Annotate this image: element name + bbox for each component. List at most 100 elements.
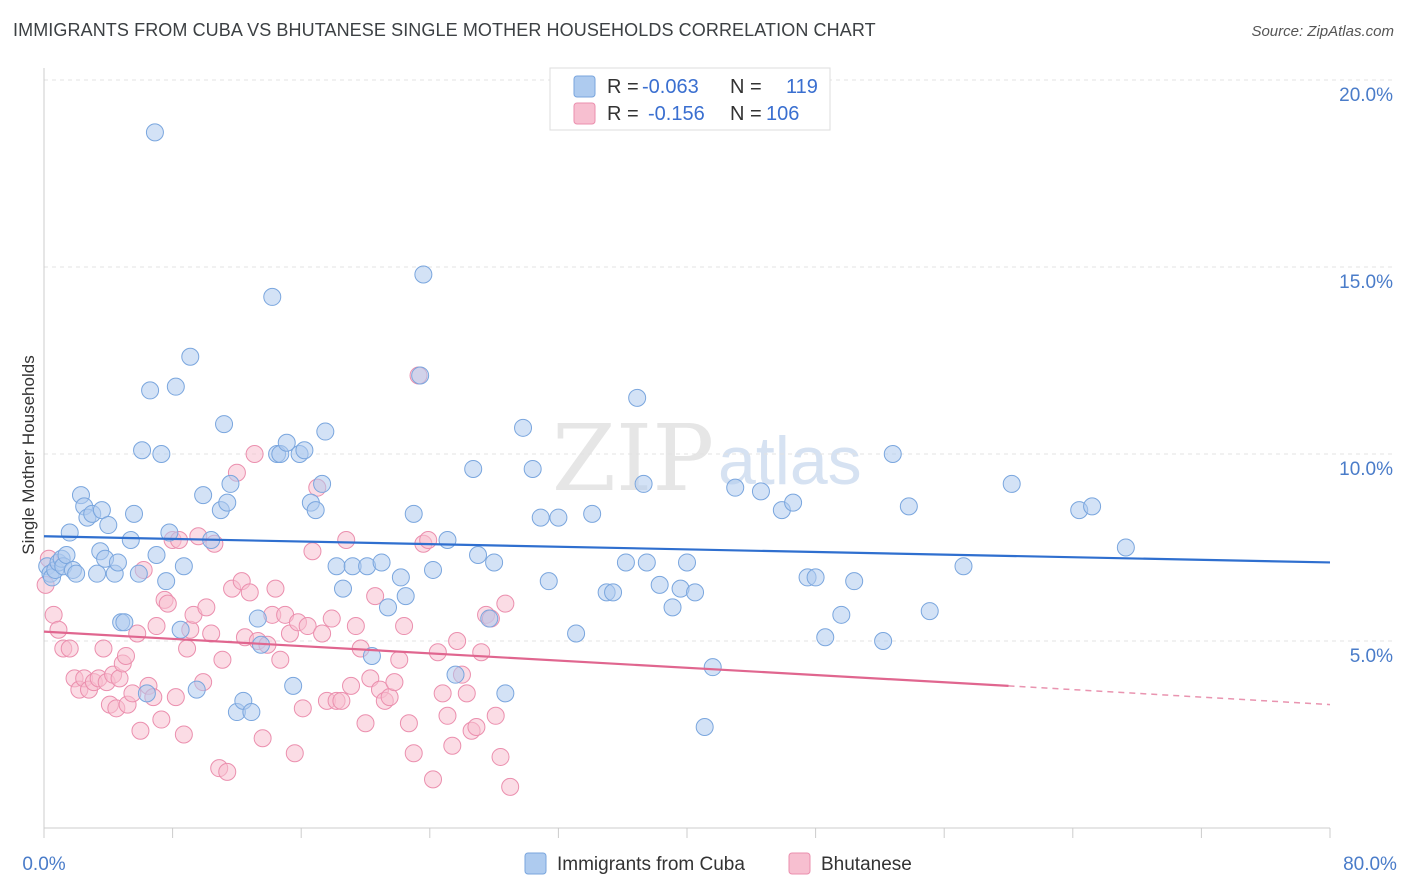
cuba-point xyxy=(277,433,296,452)
bhutanese-point xyxy=(346,617,365,636)
cuba-point xyxy=(634,474,653,493)
cuba-point xyxy=(604,583,623,602)
bhutanese-point xyxy=(496,594,515,613)
bhutanese-point xyxy=(332,691,351,710)
bhutanese-point xyxy=(385,673,404,692)
cuba-point xyxy=(88,564,107,583)
cuba-point xyxy=(899,497,918,516)
bhutanese-point xyxy=(147,617,166,636)
bottom-legend-swatch-cuba xyxy=(524,852,547,875)
bhutanese-point xyxy=(428,643,447,662)
cuba-point xyxy=(637,553,656,572)
bhutanese-point xyxy=(285,744,304,763)
bhutanese-point xyxy=(433,684,452,703)
cuba-point xyxy=(567,624,586,643)
cuba-point xyxy=(92,501,111,520)
watermark-zip: ZIP xyxy=(552,405,714,512)
source-label: Source: ZipAtlas.com xyxy=(1251,23,1394,40)
cuba-point xyxy=(248,609,267,628)
cuba-point xyxy=(137,684,156,703)
bhutanese-trend-line xyxy=(43,630,1009,687)
cuba-point xyxy=(414,265,433,284)
cuba-point xyxy=(129,564,148,583)
trend-lines xyxy=(43,535,1331,706)
cuba-point xyxy=(883,445,902,463)
cuba-point xyxy=(816,628,835,647)
legend-swatch-cuba xyxy=(573,75,596,98)
bhutanese-point xyxy=(60,639,79,658)
cuba-trend-line xyxy=(43,535,1331,564)
cuba-point xyxy=(920,602,939,621)
cuba-point xyxy=(372,553,391,572)
bhutanese-point xyxy=(472,643,491,662)
cuba-point xyxy=(751,482,770,501)
cuba-point xyxy=(147,545,166,564)
bhutanese-point xyxy=(313,624,332,643)
cuba-point xyxy=(874,632,893,650)
cuba-point xyxy=(187,680,206,699)
y-axis-label: Single Mother Households xyxy=(19,355,38,554)
cuba-points xyxy=(38,123,1135,737)
cuba-point xyxy=(650,575,669,594)
bhutanese-point xyxy=(49,620,68,639)
bhutanese-point xyxy=(342,676,361,695)
cuba-point xyxy=(362,646,381,665)
bhutanese-point xyxy=(322,609,341,628)
bhutanese-point xyxy=(390,650,409,669)
bhutanese-point xyxy=(298,617,317,636)
legend-n-value-cuba: 119 xyxy=(786,76,818,98)
bhutanese-point xyxy=(240,583,259,602)
bhutanese-point xyxy=(131,721,150,740)
bhutanese-point xyxy=(404,744,423,763)
cuba-point xyxy=(686,583,705,602)
bhutanese-point xyxy=(197,598,216,617)
bhutanese-point xyxy=(448,632,467,650)
cuba-point xyxy=(218,493,237,512)
bhutanese-point xyxy=(213,650,232,669)
gridlines xyxy=(44,79,1392,642)
cuba-point xyxy=(174,557,193,576)
bhutanese-point xyxy=(395,617,414,636)
bhutanese-point xyxy=(293,699,312,718)
cuba-point xyxy=(695,718,714,737)
y-tick-labels: 5.0% 10.0% 15.0% 20.0% xyxy=(1339,85,1393,667)
cuba-point xyxy=(583,504,602,523)
bottom-legend-swatch-bhutan xyxy=(788,852,811,875)
cuba-point xyxy=(152,445,171,463)
legend-n-label-bhutan: N = xyxy=(730,103,762,125)
bhutanese-point xyxy=(178,639,197,658)
chart-title: IMMIGRANTS FROM CUBA VS BHUTANESE SINGLE… xyxy=(13,20,876,40)
bhutanese-point xyxy=(44,605,63,624)
series-legend: Immigrants from Cuba Bhutanese xyxy=(524,852,912,875)
bhutanese-point xyxy=(501,777,520,796)
cuba-point xyxy=(306,501,325,520)
legend-r-value-cuba: -0.063 xyxy=(642,76,699,98)
cuba-point xyxy=(514,418,533,437)
cuba-point xyxy=(832,605,851,624)
cuba-point xyxy=(539,572,558,591)
bhutanese-point xyxy=(443,736,462,755)
y-tick-label: 15.0% xyxy=(1339,272,1393,293)
bottom-legend-label-bhutan: Bhutanese xyxy=(821,854,912,875)
bhutanese-point xyxy=(399,714,418,733)
bhutanese-point xyxy=(253,729,272,748)
x-tick-label-max: 80.0% xyxy=(1343,854,1397,875)
cuba-point xyxy=(333,579,352,598)
bhutanese-point xyxy=(356,714,375,733)
legend-r-label-bhutan: R = xyxy=(607,103,639,125)
cuba-point xyxy=(295,441,314,460)
bhutanese-point xyxy=(158,594,177,613)
cuba-point xyxy=(438,531,457,550)
legend-n-label-cuba: N = xyxy=(730,76,762,98)
cuba-point xyxy=(464,459,483,478)
legend-swatch-bhutan xyxy=(573,102,596,125)
y-tick-label: 10.0% xyxy=(1339,459,1393,480)
cuba-point xyxy=(67,564,86,583)
y-tick-label: 20.0% xyxy=(1339,85,1393,106)
cuba-point xyxy=(496,684,515,703)
cuba-point xyxy=(221,474,240,493)
cuba-point xyxy=(157,572,176,591)
cuba-point xyxy=(316,422,335,441)
cuba-point xyxy=(1002,474,1021,493)
